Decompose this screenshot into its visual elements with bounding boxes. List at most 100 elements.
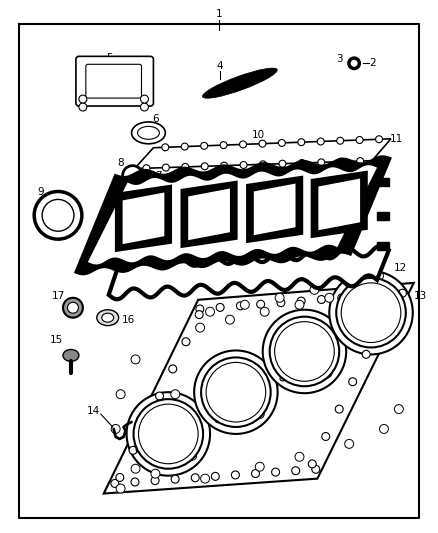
Circle shape (127, 392, 210, 475)
Circle shape (151, 469, 160, 478)
Circle shape (171, 390, 180, 399)
Circle shape (231, 471, 240, 479)
Circle shape (220, 142, 227, 149)
Polygon shape (248, 177, 301, 241)
Circle shape (226, 315, 234, 324)
Bar (377, 212, 389, 220)
Text: 14: 14 (87, 406, 100, 416)
Circle shape (277, 298, 285, 306)
Text: 11: 11 (390, 134, 403, 144)
Circle shape (201, 474, 209, 483)
Polygon shape (74, 155, 392, 276)
Ellipse shape (364, 289, 374, 298)
Ellipse shape (215, 415, 225, 423)
Circle shape (374, 271, 383, 280)
Circle shape (318, 295, 325, 303)
Text: 8: 8 (117, 158, 124, 168)
Circle shape (259, 140, 266, 147)
Circle shape (337, 138, 344, 144)
Polygon shape (117, 187, 170, 250)
Circle shape (341, 283, 401, 343)
Circle shape (323, 369, 332, 378)
Circle shape (143, 165, 150, 172)
Ellipse shape (299, 327, 310, 336)
Circle shape (325, 293, 334, 302)
Bar (377, 177, 389, 185)
Circle shape (275, 293, 284, 302)
Circle shape (279, 160, 286, 167)
Ellipse shape (170, 410, 181, 418)
Circle shape (272, 468, 279, 476)
Circle shape (162, 144, 169, 151)
Circle shape (211, 407, 219, 416)
Circle shape (111, 480, 119, 487)
Circle shape (116, 484, 125, 493)
Circle shape (270, 317, 339, 386)
Circle shape (358, 293, 366, 300)
Text: 16: 16 (122, 314, 135, 325)
Circle shape (181, 143, 188, 150)
Circle shape (389, 296, 397, 303)
Circle shape (191, 474, 199, 482)
Circle shape (221, 162, 228, 169)
Circle shape (216, 303, 224, 311)
Text: 5: 5 (106, 53, 113, 63)
Circle shape (162, 164, 170, 171)
Circle shape (297, 297, 305, 305)
FancyBboxPatch shape (76, 56, 153, 106)
Ellipse shape (63, 350, 79, 361)
Circle shape (240, 300, 249, 309)
Polygon shape (188, 189, 230, 240)
Circle shape (240, 141, 247, 148)
Circle shape (212, 472, 219, 480)
Text: 17: 17 (51, 291, 65, 301)
Circle shape (347, 325, 356, 334)
Circle shape (182, 338, 190, 346)
Circle shape (260, 307, 269, 316)
Circle shape (196, 305, 204, 313)
Circle shape (131, 464, 140, 473)
Circle shape (142, 419, 150, 427)
Polygon shape (318, 179, 360, 230)
Text: 6: 6 (152, 114, 159, 124)
Text: 1: 1 (215, 9, 223, 19)
Circle shape (329, 271, 413, 354)
Text: 13: 13 (414, 291, 427, 301)
Text: 4: 4 (217, 61, 223, 71)
Circle shape (295, 453, 304, 461)
Circle shape (279, 140, 285, 147)
Polygon shape (254, 183, 296, 235)
Circle shape (182, 164, 189, 171)
Circle shape (201, 358, 271, 427)
Circle shape (79, 95, 87, 103)
Circle shape (263, 310, 346, 393)
Text: 12: 12 (394, 263, 407, 273)
Circle shape (362, 350, 370, 358)
Circle shape (351, 60, 357, 67)
Circle shape (275, 321, 334, 381)
Circle shape (131, 478, 139, 486)
Circle shape (255, 409, 264, 418)
Circle shape (337, 158, 344, 165)
Circle shape (79, 103, 87, 111)
Circle shape (338, 294, 346, 302)
Circle shape (357, 158, 364, 165)
Circle shape (134, 399, 203, 469)
Bar (377, 242, 389, 250)
Circle shape (194, 351, 278, 434)
Ellipse shape (151, 455, 160, 462)
Circle shape (138, 404, 198, 464)
Circle shape (378, 291, 386, 298)
Polygon shape (109, 246, 389, 299)
Circle shape (171, 475, 179, 483)
Ellipse shape (97, 310, 119, 326)
Circle shape (188, 451, 197, 461)
Text: 10: 10 (252, 130, 265, 140)
Circle shape (308, 460, 316, 468)
Circle shape (322, 432, 330, 440)
Circle shape (310, 285, 319, 294)
Polygon shape (123, 192, 164, 244)
Circle shape (312, 465, 320, 473)
Circle shape (278, 365, 287, 374)
Ellipse shape (202, 68, 277, 98)
